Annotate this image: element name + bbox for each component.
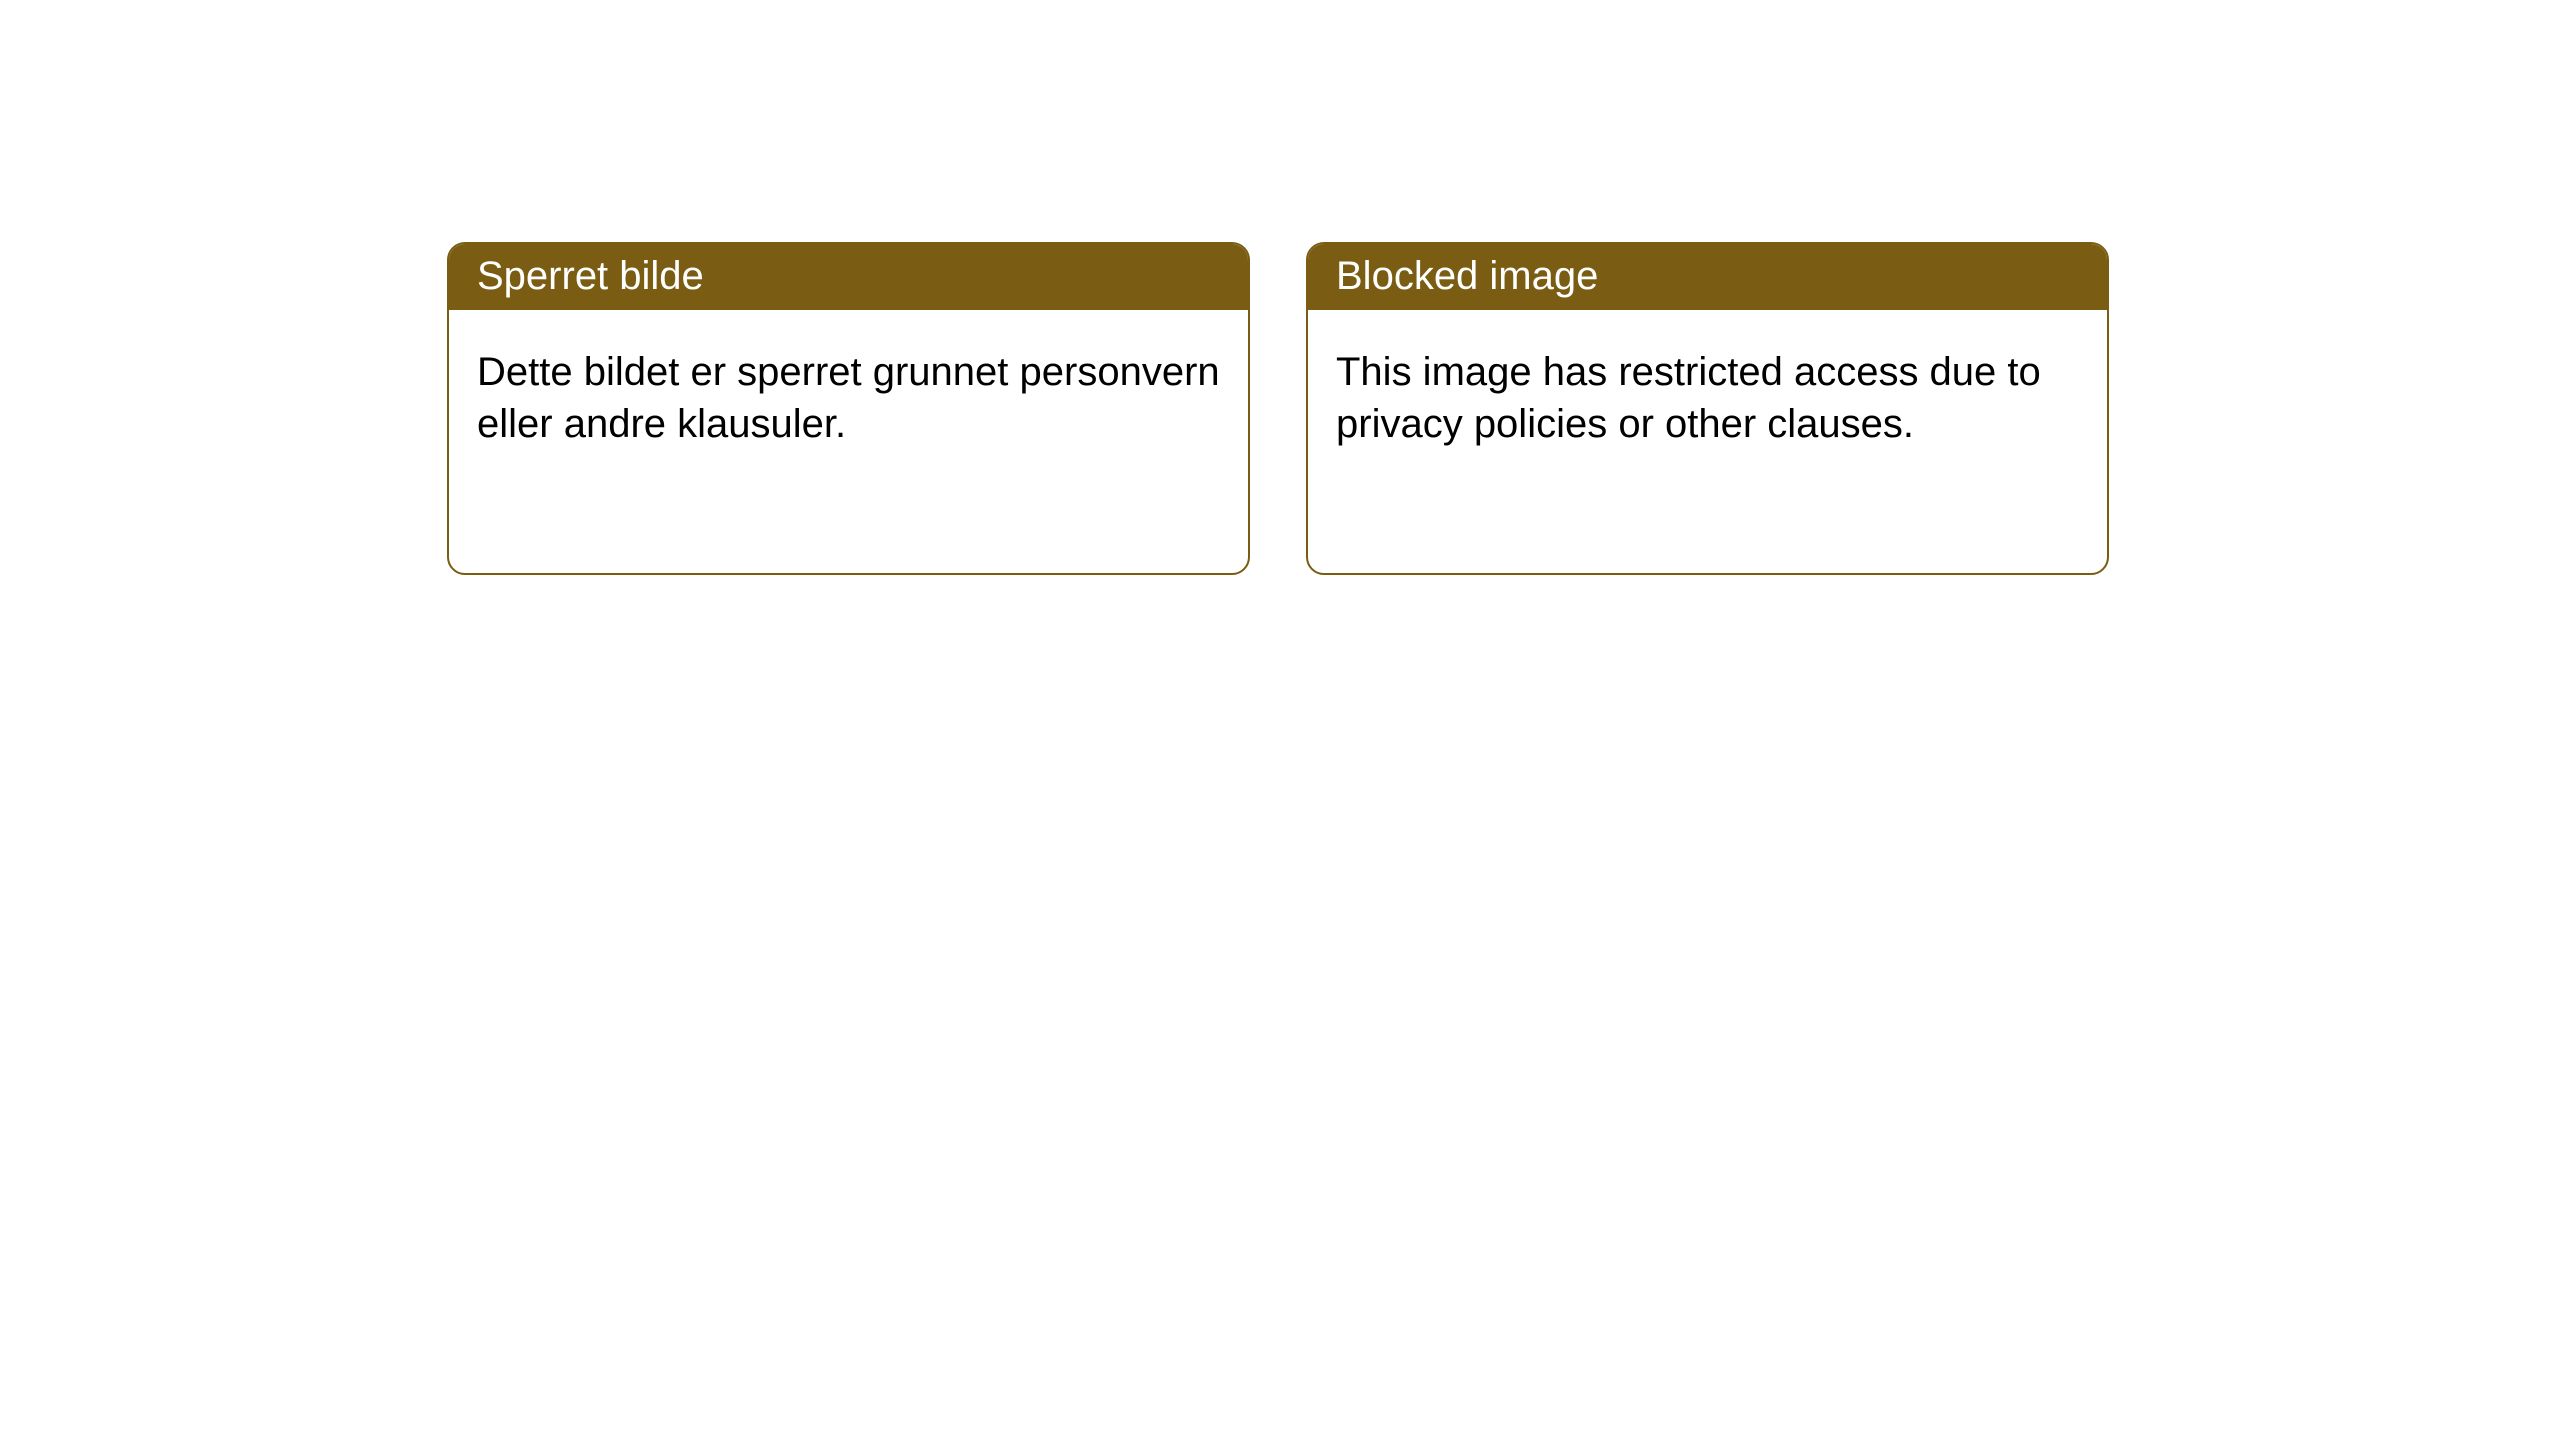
cards-container: Sperret bilde Dette bildet er sperret gr… [0, 0, 2560, 575]
card-message: Dette bildet er sperret grunnet personve… [477, 350, 1220, 446]
card-body: This image has restricted access due to … [1308, 310, 2107, 478]
card-body: Dette bildet er sperret grunnet personve… [449, 310, 1248, 478]
card-header: Blocked image [1308, 244, 2107, 310]
blocked-image-card-en: Blocked image This image has restricted … [1306, 242, 2109, 575]
card-title: Blocked image [1336, 254, 1598, 298]
card-title: Sperret bilde [477, 254, 704, 298]
card-header: Sperret bilde [449, 244, 1248, 310]
card-message: This image has restricted access due to … [1336, 350, 2041, 446]
blocked-image-card-no: Sperret bilde Dette bildet er sperret gr… [447, 242, 1250, 575]
